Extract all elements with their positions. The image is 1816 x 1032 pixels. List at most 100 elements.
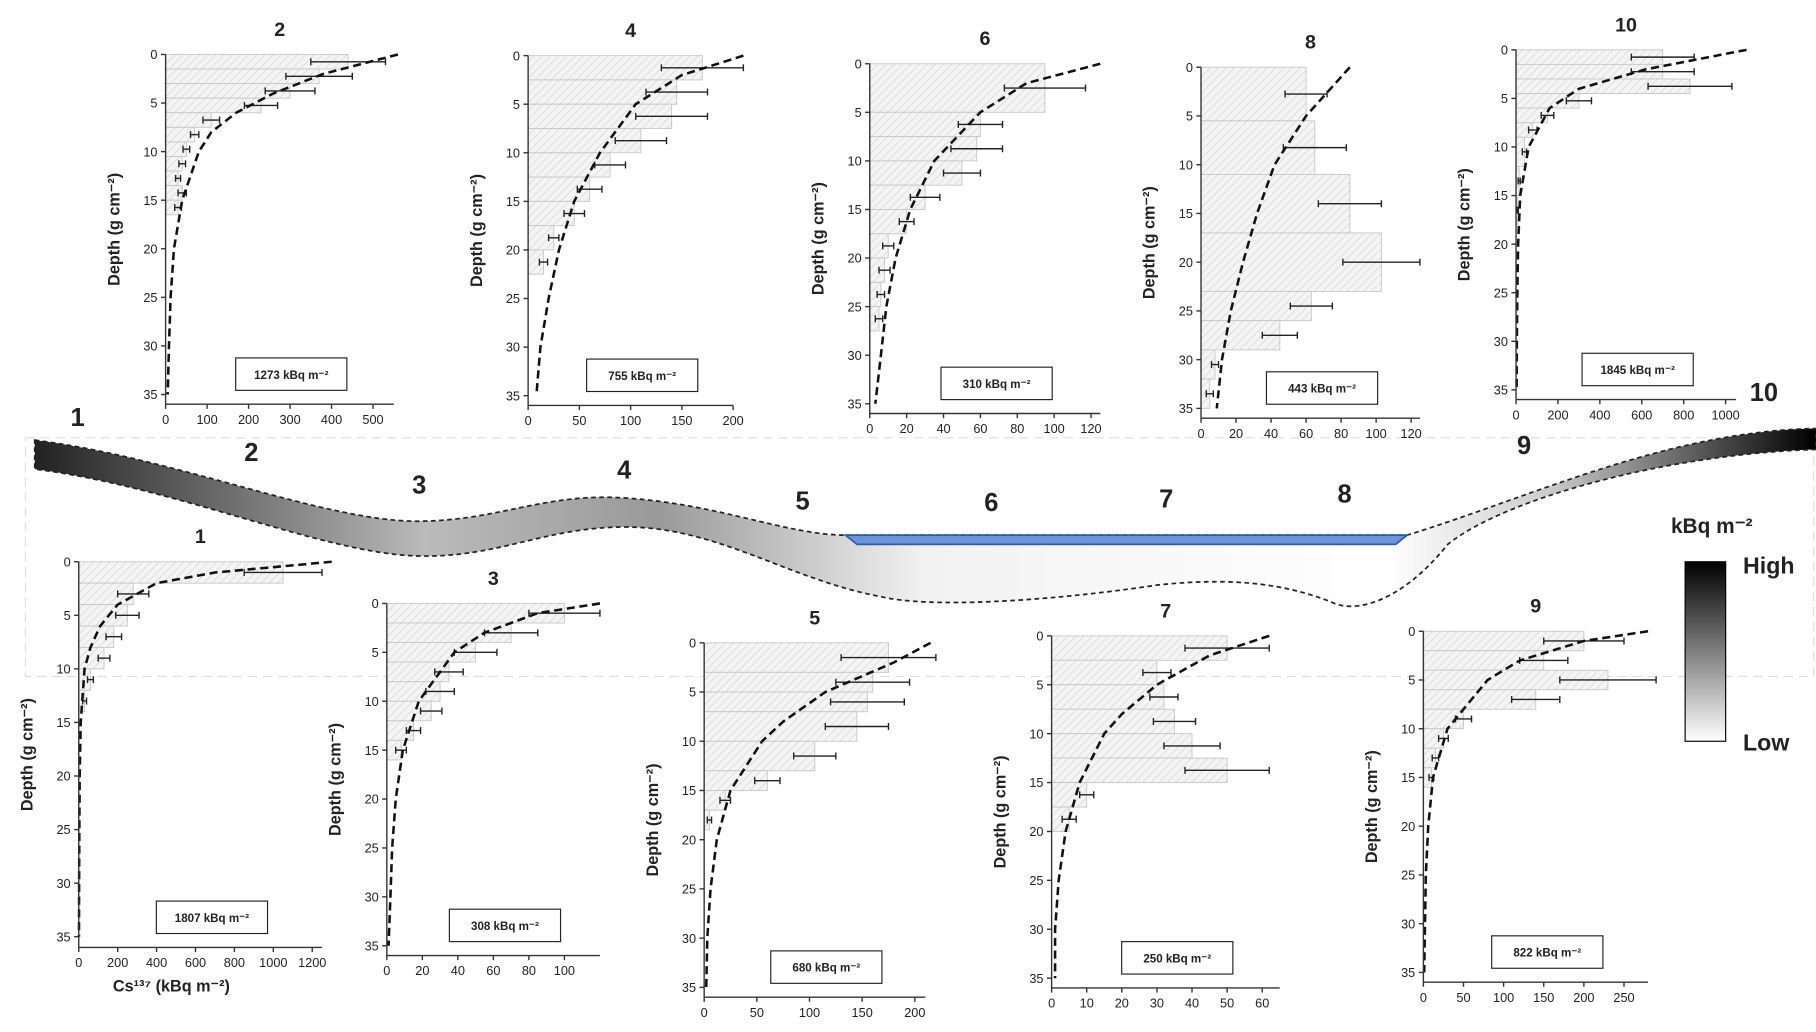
y-tick-label: 25	[1494, 285, 1508, 300]
y-tick-label: 5	[1501, 91, 1508, 106]
y-tick-label: 20	[56, 769, 70, 784]
error-bar	[1342, 258, 1421, 266]
error-bar	[419, 707, 443, 715]
y-tick-label: 10	[143, 144, 157, 159]
x-tick-label: 100	[1044, 421, 1065, 436]
error-bar	[115, 611, 140, 619]
y-tick-label: 35	[1401, 965, 1415, 980]
fit-curve	[704, 641, 932, 988]
y-tick-label: 30	[848, 348, 862, 363]
error-bar	[878, 266, 891, 274]
error-bar	[824, 723, 890, 730]
error-bar	[264, 87, 316, 95]
y-tick-label: 10	[506, 145, 520, 160]
fit-curve	[535, 54, 744, 396]
fit-curve	[1422, 629, 1649, 973]
x-tick-label: 30	[1150, 996, 1164, 1011]
x-tick-label: 300	[279, 412, 300, 427]
x-tick-label: 60	[973, 421, 987, 436]
fit-curve	[874, 62, 1101, 404]
transect-frame	[24, 437, 1815, 677]
y-tick-label: 0	[1186, 60, 1193, 75]
y-tick-label: 15	[1029, 775, 1043, 790]
y-tick-label: 20	[848, 251, 862, 266]
fit-curve	[1515, 48, 1747, 390]
error-bar	[942, 169, 982, 177]
y-tick-label: 25	[1029, 873, 1043, 888]
legend-low: Low	[1743, 730, 1790, 756]
y-tick-label: 20	[1401, 819, 1415, 834]
error-bar	[1184, 644, 1270, 652]
y-tick-label: 5	[855, 105, 862, 120]
x-tick-label: 1200	[298, 955, 326, 970]
transect-label: 4	[617, 456, 632, 484]
y-tick-label: 0	[855, 56, 862, 71]
y-tick-label: 15	[365, 743, 379, 758]
x-tick-label: 20	[415, 963, 429, 978]
x-tick-label: 0	[1048, 996, 1055, 1011]
x-tick-label: 120	[1401, 426, 1422, 441]
error-bar	[243, 568, 323, 576]
x-tick-label: 800	[224, 955, 245, 970]
error-bar	[178, 160, 187, 168]
y-tick-label: 20	[365, 792, 379, 807]
y-axis-label: Depth (g cm⁻²)	[644, 764, 662, 877]
x-tick-label: 0	[1420, 990, 1427, 1005]
error-bar	[1078, 791, 1095, 799]
y-tick-label: 35	[506, 388, 520, 403]
error-bar	[563, 210, 586, 217]
legend-color-bar	[1684, 561, 1727, 742]
y-tick-label: 35	[682, 980, 696, 995]
x-tick-label: 200	[904, 1005, 925, 1020]
chart-title: 9	[1530, 596, 1541, 618]
error-bar	[1317, 200, 1383, 208]
x-tick-label: 400	[1589, 407, 1610, 422]
error-bar	[1647, 82, 1733, 90]
error-bar	[182, 145, 191, 153]
error-bar	[840, 654, 937, 662]
y-axis-label: Depth (g cm⁻²)	[105, 173, 123, 286]
y-tick-label: 0	[1501, 42, 1508, 57]
y-tick-label: 20	[682, 832, 696, 847]
y-tick-label: 35	[365, 938, 379, 953]
inventory-label: 1845 kBq m⁻²	[1600, 365, 1674, 377]
error-bar	[1142, 669, 1172, 677]
x-tick-label: 100	[620, 413, 641, 428]
x-tick-label: 50	[1456, 990, 1470, 1005]
x-tick-label: 0	[162, 412, 169, 427]
inventory-label: 250 kBq m⁻²	[1143, 953, 1211, 965]
inventory-label: 680 kBq m⁻²	[792, 963, 860, 975]
x-tick-label: 100	[1366, 426, 1387, 441]
bar	[1051, 684, 1165, 710]
y-tick-label: 25	[1401, 868, 1415, 883]
y-tick-label: 35	[143, 387, 157, 402]
bar	[1051, 659, 1158, 686]
inventory-label: 1807 kBq m⁻²	[175, 913, 249, 925]
error-bar	[86, 676, 95, 684]
y-axis-label: Depth (g cm⁻²)	[327, 723, 345, 836]
x-tick-label: 200	[238, 412, 259, 427]
error-bar	[719, 796, 732, 804]
error-bar	[950, 145, 1004, 153]
x-tick-label: 0	[866, 421, 873, 436]
inventory-box	[1581, 352, 1694, 387]
error-bar	[1184, 766, 1270, 774]
y-tick-label: 0	[513, 48, 520, 63]
x-tick-label: 0	[1197, 426, 1204, 441]
chart-panel: 9 0 5 10 15 20 25 30 35 0 50 100 150 200 250 Depth (g c…	[1363, 596, 1657, 1005]
error-bar	[909, 193, 941, 201]
y-tick-label: 0	[64, 554, 71, 569]
error-bar	[614, 137, 668, 145]
x-tick-label: 0	[701, 1005, 708, 1020]
y-tick-label: 10	[682, 734, 696, 749]
x-tick-label: 50	[572, 413, 586, 428]
x-tick-label: 200	[723, 413, 744, 428]
error-bar	[881, 242, 895, 250]
y-tick-label: 30	[1401, 916, 1415, 931]
y-axis-label: Depth (g cm⁻²)	[809, 182, 827, 295]
chart-title: 10	[1615, 14, 1637, 36]
x-axis-label: Cs¹³⁷ (kBq m⁻²)	[113, 977, 230, 995]
x-tick-label: 100	[196, 412, 217, 427]
